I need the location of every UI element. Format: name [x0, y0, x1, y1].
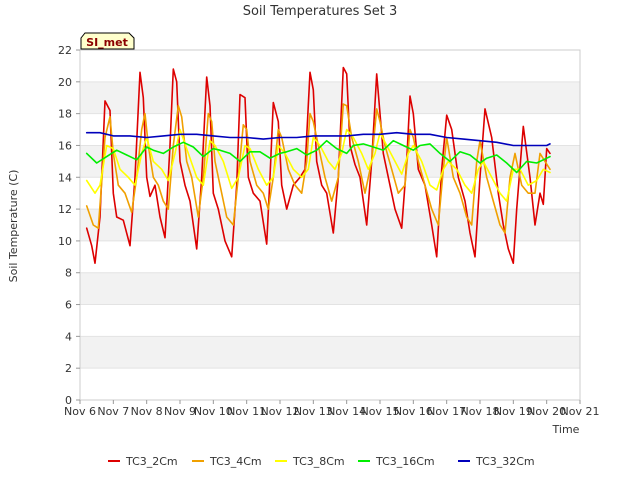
x-axis-label: Time [552, 423, 580, 436]
x-tick-label: Nov 8 [131, 405, 163, 418]
y-tick-label: 0 [65, 394, 72, 407]
y-tick-label: 2 [65, 362, 72, 375]
x-tick-label: Nov 13 [294, 405, 333, 418]
series-line-tc3-4cm [85, 103, 551, 234]
plot-frame [79, 49, 581, 401]
background-band [80, 81, 580, 114]
legend-label: TC3_16Cm [375, 455, 435, 468]
series-lines [85, 66, 551, 265]
legend-item: TC3_4Cm [192, 455, 262, 468]
y-tick-label: 12 [58, 203, 72, 216]
legend-item: TC3_16Cm [358, 455, 435, 468]
x-tick-label: Nov 9 [164, 405, 196, 418]
x-tick-label: Nov 20 [527, 405, 566, 418]
x-tick-label: Nov 16 [394, 405, 433, 418]
legend-item: TC3_8Cm [275, 455, 345, 468]
y-axis-label: Soil Temperature (C) [7, 170, 20, 283]
x-tick-label: Nov 10 [194, 405, 233, 418]
y-tick-label: 20 [58, 76, 72, 89]
legend-label: TC3_4Cm [209, 455, 262, 468]
y-tick-label: 16 [58, 139, 72, 152]
series-line-tc3-16cm [85, 139, 551, 174]
chart-title: Soil Temperatures Set 3 [243, 4, 398, 19]
legend-item: TC3_32Cm [458, 455, 535, 468]
series-line-tc3-32cm [85, 131, 551, 147]
x-tick-label: Nov 11 [227, 405, 266, 418]
y-tick-label: 10 [58, 235, 72, 248]
y-tick-label: 8 [65, 267, 72, 280]
site-label-box: SI_met [80, 32, 135, 50]
legend-label: TC3_8Cm [292, 455, 345, 468]
y-tick-label: 4 [65, 330, 72, 343]
y-axis-ticks: 0 2 4 6 8 10 12 14 16 18 20 22 [58, 44, 80, 407]
site-label: SI_met [86, 36, 128, 49]
series-line-tc3-8cm [85, 128, 551, 202]
y-tick-label: 18 [58, 108, 72, 121]
y-tick-label: 14 [58, 171, 72, 184]
x-tick-label: Nov 17 [427, 405, 466, 418]
x-tick-label: Nov 14 [327, 405, 366, 418]
legend: TC3_2Cm TC3_4Cm TC3_8Cm TC3_16Cm TC3_32Cm [108, 455, 535, 468]
x-tick-label: Nov 18 [461, 405, 500, 418]
x-tick-label: Nov 15 [361, 405, 400, 418]
x-tick-label: Nov 21 [561, 405, 600, 418]
site-label-shape [80, 32, 135, 50]
legend-label: TC3_2Cm [125, 455, 178, 468]
series-line-tc3-2cm [85, 66, 551, 265]
x-tick-label: Nov 6 [64, 405, 96, 418]
y-tick-label: 6 [65, 299, 72, 312]
background-band [80, 336, 580, 369]
y-tick-label: 22 [58, 44, 72, 57]
x-tick-label: Nov 19 [494, 405, 533, 418]
legend-item: TC3_2Cm [108, 455, 178, 468]
x-tick-label: Nov 12 [261, 405, 300, 418]
background-band [80, 272, 580, 305]
x-tick-label: Nov 7 [97, 405, 129, 418]
legend-label: TC3_32Cm [475, 455, 535, 468]
